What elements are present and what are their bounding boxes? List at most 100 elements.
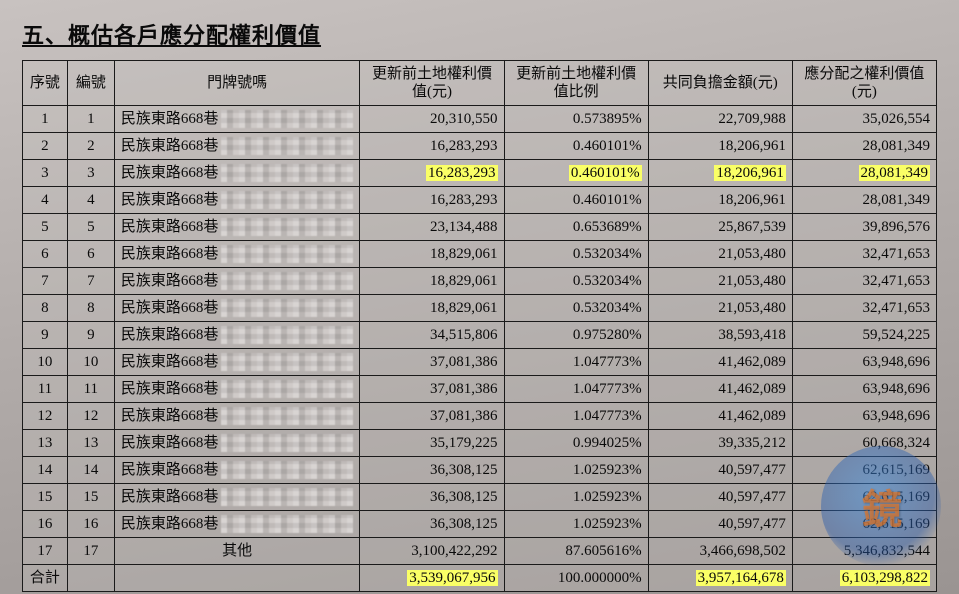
cell-val1: 34,515,806 bbox=[360, 322, 504, 349]
cell-num: 16 bbox=[67, 511, 114, 538]
cell-val4: 32,471,653 bbox=[792, 241, 936, 268]
cell-val4: 32,471,653 bbox=[792, 268, 936, 295]
sum-val4: 6,103,298,822 bbox=[792, 565, 936, 592]
cell-val3: 40,597,477 bbox=[648, 457, 792, 484]
table-row: 77民族東路668巷18,829,0610.532034%21,053,4803… bbox=[23, 268, 937, 295]
sum-empty bbox=[114, 565, 360, 592]
cell-num: 17 bbox=[67, 538, 114, 565]
redacted-region bbox=[221, 191, 353, 209]
cell-num: 13 bbox=[67, 430, 114, 457]
cell-val1: 37,081,386 bbox=[360, 403, 504, 430]
cell-addr: 民族東路668巷 bbox=[114, 430, 360, 457]
addr-prefix: 民族東路668巷 bbox=[121, 110, 219, 128]
col-val3-header: 共同負擔金額(元) bbox=[648, 61, 792, 106]
cell-val1: 18,829,061 bbox=[360, 295, 504, 322]
cell-seq: 4 bbox=[23, 187, 68, 214]
cell-val2: 0.460101% bbox=[504, 133, 648, 160]
cell-addr: 其他 bbox=[114, 538, 360, 565]
cell-num: 2 bbox=[67, 133, 114, 160]
redacted-region bbox=[221, 380, 353, 398]
cell-val4: 35,026,554 bbox=[792, 106, 936, 133]
table-row: 1515民族東路668巷36,308,1251.025923%40,597,47… bbox=[23, 484, 937, 511]
cell-val1: 16,283,293 bbox=[360, 187, 504, 214]
table-row: 44民族東路668巷16,283,2930.460101%18,206,9612… bbox=[23, 187, 937, 214]
cell-val3: 22,709,988 bbox=[648, 106, 792, 133]
cell-addr: 民族東路668巷 bbox=[114, 214, 360, 241]
cell-num: 12 bbox=[67, 403, 114, 430]
sum-row: 合計3,539,067,956100.000000%3,957,164,6786… bbox=[23, 565, 937, 592]
table-row: 1717其他3,100,422,29287.605616%3,466,698,5… bbox=[23, 538, 937, 565]
cell-val3: 21,053,480 bbox=[648, 295, 792, 322]
cell-addr: 民族東路668巷 bbox=[114, 241, 360, 268]
redacted-region bbox=[221, 461, 353, 479]
cell-addr: 民族東路668巷 bbox=[114, 133, 360, 160]
cell-seq: 6 bbox=[23, 241, 68, 268]
cell-val4: 62,615,169 bbox=[792, 511, 936, 538]
sum-val3: 3,957,164,678 bbox=[648, 565, 792, 592]
cell-val4: 60,668,324 bbox=[792, 430, 936, 457]
redacted-region bbox=[221, 218, 353, 236]
cell-seq: 1 bbox=[23, 106, 68, 133]
redacted-region bbox=[221, 353, 353, 371]
table-row: 66民族東路668巷18,829,0610.532034%21,053,4803… bbox=[23, 241, 937, 268]
cell-val2: 0.532034% bbox=[504, 295, 648, 322]
cell-val4: 5,346,832,544 bbox=[792, 538, 936, 565]
redacted-region bbox=[221, 245, 353, 263]
addr-prefix: 民族東路668巷 bbox=[121, 488, 219, 506]
cell-addr: 民族東路668巷 bbox=[114, 511, 360, 538]
cell-val2: 0.653689% bbox=[504, 214, 648, 241]
cell-val1: 16,283,293 bbox=[360, 133, 504, 160]
cell-seq: 16 bbox=[23, 511, 68, 538]
table-row: 1010民族東路668巷37,081,3861.047773%41,462,08… bbox=[23, 349, 937, 376]
cell-val3: 38,593,418 bbox=[648, 322, 792, 349]
col-num-header: 編號 bbox=[67, 61, 114, 106]
cell-seq: 15 bbox=[23, 484, 68, 511]
addr-prefix: 民族東路668巷 bbox=[121, 164, 219, 182]
table-row: 33民族東路668巷16,283,2930.460101%18,206,9612… bbox=[23, 160, 937, 187]
cell-val2: 1.047773% bbox=[504, 403, 648, 430]
cell-num: 7 bbox=[67, 268, 114, 295]
cell-num: 15 bbox=[67, 484, 114, 511]
cell-val3: 25,867,539 bbox=[648, 214, 792, 241]
col-val1-header: 更新前土地權利價值(元) bbox=[360, 61, 504, 106]
cell-seq: 11 bbox=[23, 376, 68, 403]
table-row: 55民族東路668巷23,134,4880.653689%25,867,5393… bbox=[23, 214, 937, 241]
cell-val4: 62,615,169 bbox=[792, 484, 936, 511]
addr-prefix: 民族東路668巷 bbox=[121, 434, 219, 452]
cell-val2: 0.460101% bbox=[504, 187, 648, 214]
cell-addr: 民族東路668巷 bbox=[114, 187, 360, 214]
cell-seq: 14 bbox=[23, 457, 68, 484]
cell-val2: 0.975280% bbox=[504, 322, 648, 349]
table-row: 22民族東路668巷16,283,2930.460101%18,206,9612… bbox=[23, 133, 937, 160]
cell-addr: 民族東路668巷 bbox=[114, 106, 360, 133]
cell-seq: 9 bbox=[23, 322, 68, 349]
redacted-region bbox=[221, 434, 353, 452]
table-row: 1111民族東路668巷37,081,3861.047773%41,462,08… bbox=[23, 376, 937, 403]
cell-addr: 民族東路668巷 bbox=[114, 349, 360, 376]
cell-num: 11 bbox=[67, 376, 114, 403]
cell-num: 9 bbox=[67, 322, 114, 349]
cell-addr: 民族東路668巷 bbox=[114, 268, 360, 295]
cell-addr: 民族東路668巷 bbox=[114, 403, 360, 430]
cell-num: 5 bbox=[67, 214, 114, 241]
sum-val2: 100.000000% bbox=[504, 565, 648, 592]
allocation-table: 序號 編號 門牌號嗎 更新前土地權利價值(元) 更新前土地權利價值比例 共同負擔… bbox=[22, 60, 937, 592]
cell-val1: 20,310,550 bbox=[360, 106, 504, 133]
cell-val2: 0.994025% bbox=[504, 430, 648, 457]
table-row: 99民族東路668巷34,515,8060.975280%38,593,4185… bbox=[23, 322, 937, 349]
cell-val2: 1.025923% bbox=[504, 511, 648, 538]
cell-seq: 7 bbox=[23, 268, 68, 295]
cell-val1: 37,081,386 bbox=[360, 349, 504, 376]
cell-val3: 41,462,089 bbox=[648, 403, 792, 430]
table-row: 1414民族東路668巷36,308,1251.025923%40,597,47… bbox=[23, 457, 937, 484]
cell-val3: 18,206,961 bbox=[648, 133, 792, 160]
cell-val1: 18,829,061 bbox=[360, 241, 504, 268]
cell-num: 6 bbox=[67, 241, 114, 268]
cell-val3: 21,053,480 bbox=[648, 241, 792, 268]
table-row: 1212民族東路668巷37,081,3861.047773%41,462,08… bbox=[23, 403, 937, 430]
addr-prefix: 民族東路668巷 bbox=[121, 461, 219, 479]
addr-prefix: 民族東路668巷 bbox=[121, 218, 219, 236]
cell-val3: 40,597,477 bbox=[648, 511, 792, 538]
cell-val4: 28,081,349 bbox=[792, 160, 936, 187]
table-row: 11民族東路668巷20,310,5500.573895%22,709,9883… bbox=[23, 106, 937, 133]
